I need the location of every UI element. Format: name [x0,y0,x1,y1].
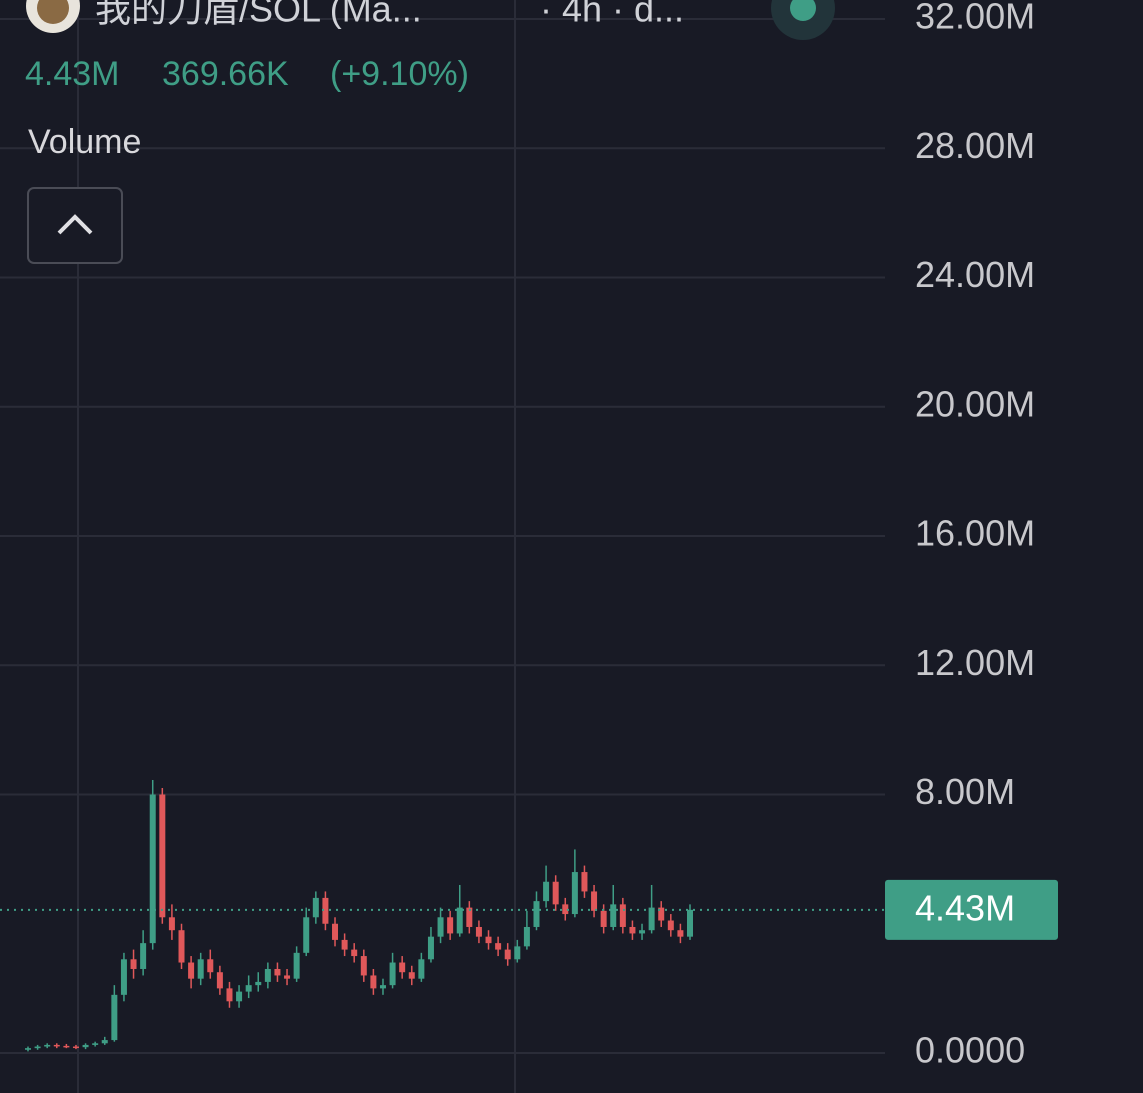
candle-body [648,907,655,931]
candle-body [677,930,684,937]
candle-body [284,975,291,979]
candle-body [82,1044,89,1048]
candle-body [552,881,559,905]
candle-body [408,972,415,979]
y-tick-label: 28.00M [915,125,1035,166]
candle-body [687,909,693,937]
candle-body [207,959,214,973]
candle-body [236,991,243,1002]
candle-body [514,946,521,960]
candle-body [312,897,319,918]
candle-body [293,952,300,979]
candle-body [322,897,329,924]
y-tick-label: 24.00M [915,254,1035,295]
candle-body [581,872,588,892]
chevron-icon [57,214,93,235]
candle-body [523,926,530,947]
candle-body [159,794,166,918]
candle-body [341,939,348,950]
candle-body [610,904,617,927]
y-tick-label: 32.00M [915,0,1035,37]
y-tick-label: 20.00M [915,383,1035,424]
candle-body [543,881,550,902]
avatar-image [37,0,69,24]
candle-body [245,985,252,992]
candle-body [619,904,626,927]
candle-body [101,1040,108,1044]
candle-body [591,891,598,911]
candle-body [34,1046,41,1049]
candle-body [447,917,454,934]
candle-body [495,943,502,950]
candle-body [658,907,665,921]
candle-body [264,968,271,982]
candle-body [140,943,147,969]
collapse-button[interactable] [27,187,123,264]
candle-body [600,910,607,927]
candle-body [226,988,233,1002]
y-tick-label: 12.00M [915,642,1035,683]
candle-body [332,923,339,940]
candle-body [168,917,175,931]
change: 369.66K [162,55,289,93]
price-tag-label: 4.43M [915,887,1015,928]
y-tick-label: 8.00M [915,771,1015,812]
interval: · 4h · d... [540,0,684,30]
candle-body [456,907,463,934]
price: 4.43M [25,55,120,93]
candle-body [255,981,262,986]
candle-body [639,930,646,934]
candle-body [63,1045,70,1048]
candle-body [571,872,578,915]
candle-body [25,1048,31,1050]
candle-body [178,930,185,963]
candle-body [475,926,482,937]
candle-body [389,962,396,986]
pair-title: 我的刀盾/SOL (Ma... [95,0,422,30]
candle-body [92,1043,99,1045]
candle-body [504,949,511,960]
y-tick-label: 0.0000 [915,1030,1025,1071]
candle-body [379,985,386,989]
candle-body [188,962,195,979]
candle-body [360,956,367,976]
change-pct: (+9.10%) [330,55,469,93]
candle-body [53,1044,60,1047]
price-tag [885,879,1058,940]
candle-body [351,949,358,957]
candle-body [303,917,310,953]
plot [0,18,885,1054]
candle-body [533,901,540,927]
candle-body [44,1044,51,1047]
candle-body [370,975,377,989]
candle-body [130,959,137,969]
y-tick-label: 16.00M [915,513,1035,554]
candle-body [629,926,636,934]
candle-body [466,907,473,927]
candle-body [216,972,223,989]
candle-body [120,959,127,995]
candle-body [437,917,444,937]
candle-body [111,994,118,1041]
candle-body [399,962,406,973]
candle-body [427,936,434,960]
toggle-dot [790,0,816,21]
candle-body [197,959,204,979]
candle-body [418,959,425,979]
candle-body [274,968,281,976]
candle-body [667,920,674,931]
indicator-label: Volume [28,123,141,161]
candle-body [485,936,492,944]
candle-body [562,904,569,915]
candle-body [149,794,156,944]
candle-body [72,1046,79,1049]
